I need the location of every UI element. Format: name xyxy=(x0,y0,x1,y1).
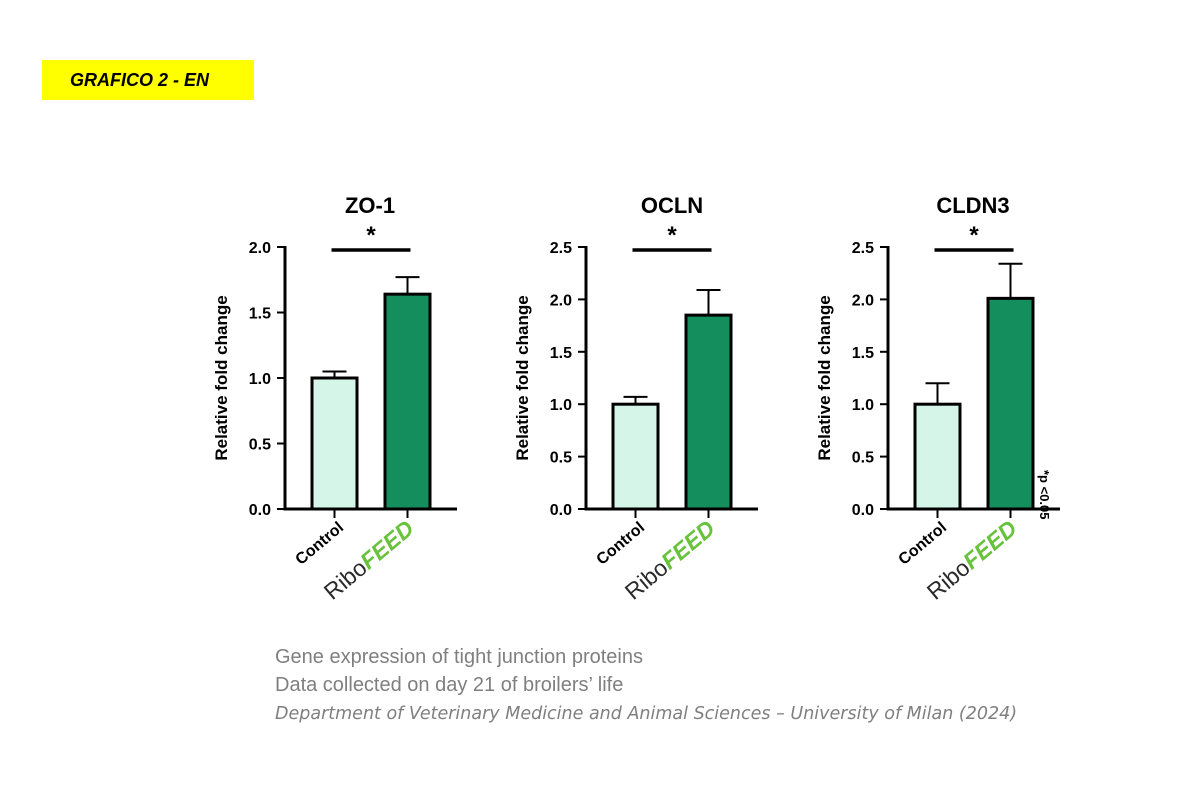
bar-ribofeed xyxy=(383,292,432,511)
y-tick-label: 0.0 xyxy=(550,502,572,519)
y-tick-label: 2.5 xyxy=(852,240,874,257)
chart-title: CLDN3 xyxy=(936,193,1009,218)
y-tick-label: 0.0 xyxy=(852,502,874,519)
significance-star: * xyxy=(969,222,979,249)
bar-control xyxy=(310,376,359,511)
bar-ribofeed xyxy=(986,296,1035,511)
chart-title: OCLN xyxy=(641,193,703,218)
y-tick-label: 1.5 xyxy=(550,345,572,362)
caption-line-1: Gene expression of tight junction protei… xyxy=(275,646,643,668)
y-tick-label: 0.5 xyxy=(249,437,271,454)
y-tick-label: 1.5 xyxy=(249,306,271,323)
bar-ribofeed xyxy=(684,313,733,511)
y-tick-label: 1.0 xyxy=(852,397,874,414)
caption-line-2: Data collected on day 21 of broilers’ li… xyxy=(275,674,624,696)
chart-cldn3: CLDN3 Relative fold change 0.0 0.5 1.0 1.5 2.0… xyxy=(815,193,1060,605)
y-axis-label: Relative fold change xyxy=(513,295,532,460)
bar-control xyxy=(913,402,962,511)
y-tick-label: 2.0 xyxy=(550,292,572,309)
caption-line-3: Department of Veterinary Medicine and An… xyxy=(275,704,1018,724)
chart-tag-label: GRAFICO 2 - EN xyxy=(42,60,254,100)
brand-feed-text: FEED xyxy=(958,515,1022,574)
y-tick-label: 0.5 xyxy=(852,450,874,467)
y-axis-label: Relative fold change xyxy=(212,295,231,460)
bar-control xyxy=(611,402,660,511)
y-tick-label: 2.5 xyxy=(550,240,572,257)
chart-title: ZO-1 xyxy=(345,193,395,218)
y-tick-label: 1.5 xyxy=(852,345,874,362)
chart-zo-1: ZO-1 Relative fold change 0.0 0.5 1.0 1.5 2.0 C… xyxy=(212,193,457,605)
chart-ocln: OCLN Relative fold change 0.0 0.5 1.0 1.5 2.0 2… xyxy=(513,193,758,605)
significance-star: * xyxy=(366,222,376,249)
y-axis-label: Relative fold change xyxy=(815,295,834,460)
x-tick-label-control: Control xyxy=(896,519,950,569)
y-tick-label: 1.0 xyxy=(249,371,271,388)
y-tick-label: 1.0 xyxy=(550,397,572,414)
x-tick-label-control: Control xyxy=(293,519,347,569)
brand-feed-text: FEED xyxy=(355,515,419,574)
y-tick-label: 0.5 xyxy=(550,450,572,467)
significance-note: *p <0.05 xyxy=(1037,470,1052,520)
brand-feed-text: FEED xyxy=(656,515,720,574)
x-tick-label-control: Control xyxy=(594,519,648,569)
y-tick-label: 2.0 xyxy=(852,292,874,309)
y-tick-label: 2.0 xyxy=(249,240,271,257)
significance-star: * xyxy=(667,222,677,249)
y-tick-label: 0.0 xyxy=(249,502,271,519)
